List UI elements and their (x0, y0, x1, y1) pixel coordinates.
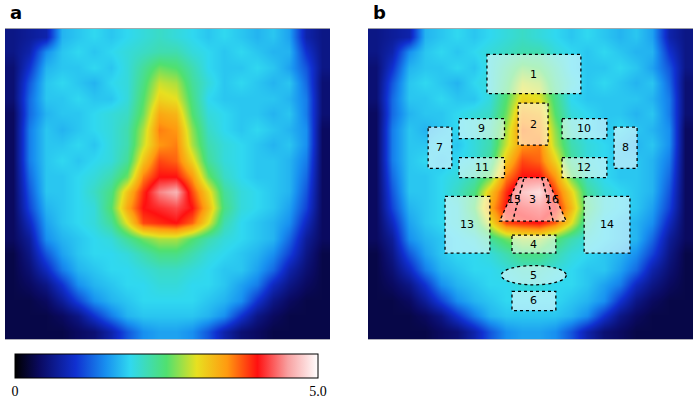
svg-text:10: 10 (577, 122, 591, 135)
svg-text:8: 8 (622, 141, 629, 154)
svg-text:5.0: 5.0 (309, 384, 327, 399)
svg-text:2: 2 (530, 118, 537, 131)
svg-text:16: 16 (545, 193, 559, 206)
svg-text:15: 15 (507, 193, 521, 206)
svg-text:13: 13 (460, 218, 474, 231)
svg-text:1: 1 (530, 68, 537, 81)
svg-text:b: b (373, 2, 386, 23)
svg-text:7: 7 (436, 141, 443, 154)
svg-text:6: 6 (530, 294, 537, 307)
svg-text:9: 9 (478, 122, 485, 135)
svg-text:0: 0 (12, 384, 19, 399)
svg-text:5: 5 (530, 269, 537, 282)
svg-text:a: a (10, 2, 22, 23)
svg-text:3: 3 (529, 193, 536, 206)
svg-text:14: 14 (600, 218, 614, 231)
svg-text:12: 12 (577, 161, 591, 174)
svg-text:4: 4 (530, 238, 537, 251)
svg-text:11: 11 (475, 161, 489, 174)
